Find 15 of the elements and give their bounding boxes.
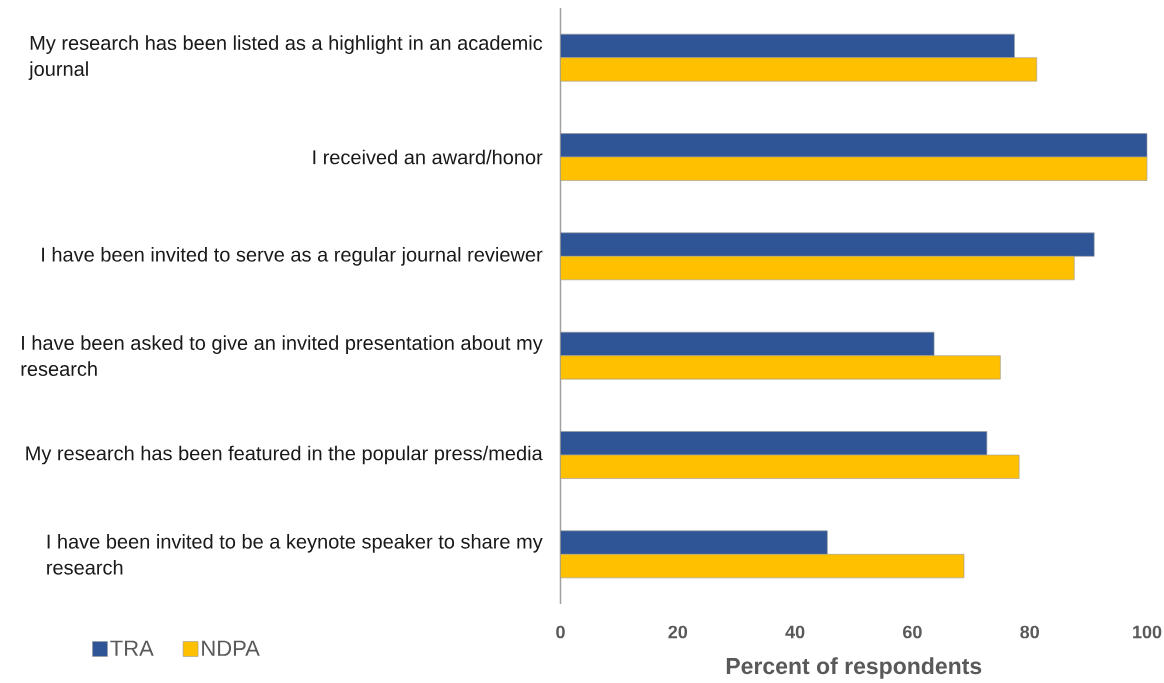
y-tick-label: My research has been featured in the popular press/media [26, 445, 543, 465]
y-tick-label: I received an award/honor [313, 149, 543, 165]
x-axis-title: Percent of respondents [726, 657, 982, 679]
x-tick-label: 40 [785, 625, 805, 639]
x-tick-label: 20 [668, 625, 688, 639]
x-tick-label: 80 [1020, 625, 1039, 639]
y-tick-label: I have been asked to give an invited presentation about my research [21, 335, 543, 377]
y-tick-label: My research has been listed as a highlight in an academic journal [28, 35, 543, 80]
legend-label: TRA [110, 640, 154, 656]
legend-label: NDPA [202, 640, 260, 656]
x-tick-label: 0 [556, 625, 565, 639]
x-tick-label: 100 [1133, 625, 1162, 639]
y-tick-label: I have been invited to be a keynote speaker to share my research [47, 533, 543, 575]
x-tick-label: 60 [903, 625, 922, 639]
y-tick-label: I have been invited to serve as a regular journal reviewer [42, 247, 543, 266]
